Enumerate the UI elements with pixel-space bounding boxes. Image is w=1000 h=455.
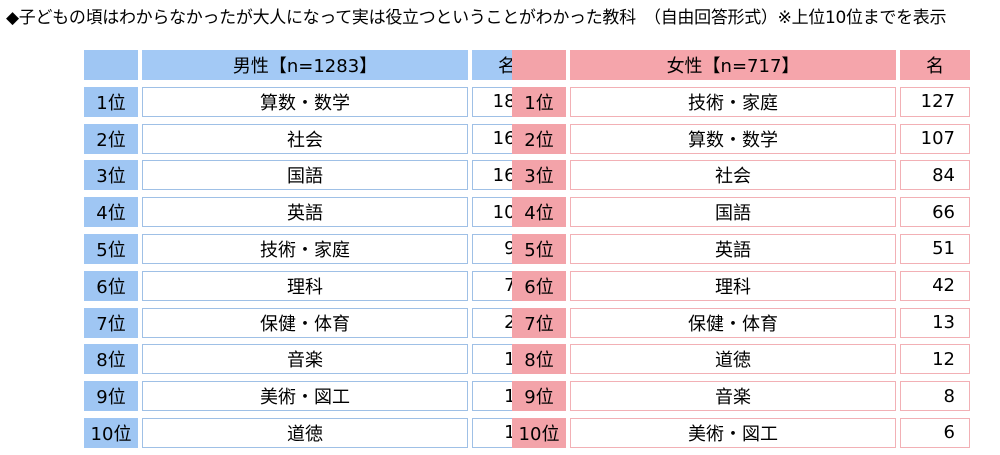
rank-cell: 1位 [84, 86, 138, 117]
subject-cell: 英語 [570, 233, 896, 264]
rank-cell: 6位 [84, 270, 138, 301]
rank-cell: 9位 [512, 381, 566, 412]
subject-cell: 道徳 [142, 417, 468, 448]
rank-cell: 8位 [512, 344, 566, 375]
count-cell: 51 [900, 233, 970, 264]
subject-cell: 英語 [142, 197, 468, 228]
subject-cell: 美術・図工 [570, 417, 896, 448]
subject-cell: 算数・数学 [142, 86, 468, 117]
subject-cell: 社会 [142, 123, 468, 154]
count-cell: 107 [900, 123, 970, 154]
rank-cell: 10位 [512, 417, 566, 448]
rank-cell: 6位 [512, 270, 566, 301]
subject-cell: 音楽 [142, 344, 468, 375]
rank-cell: 4位 [84, 197, 138, 228]
count-cell: 6 [900, 417, 970, 448]
count-cell: 13 [900, 307, 970, 338]
count-cell: 12 [900, 344, 970, 375]
count-cell: 42 [900, 270, 970, 301]
rank-cell: 3位 [512, 160, 566, 191]
rank-cell: 4位 [512, 197, 566, 228]
count-cell: 66 [900, 197, 970, 228]
count-column-header: 名 [900, 50, 970, 80]
subject-cell: 理科 [570, 270, 896, 301]
subject-cell: 国語 [142, 160, 468, 191]
rank-cell: 7位 [512, 307, 566, 338]
rank-cell: 2位 [512, 123, 566, 154]
rank-cell: 10位 [84, 417, 138, 448]
subject-cell: 算数・数学 [570, 123, 896, 154]
rank-cell: 7位 [84, 307, 138, 338]
rank-cell: 3位 [84, 160, 138, 191]
page-title: ◆子どもの頃はわからなかったが大人になって実は役立つということがわかった教科 （… [6, 8, 947, 28]
rank-cell: 8位 [84, 344, 138, 375]
header-corner [512, 50, 566, 80]
subject-cell: 技術・家庭 [570, 86, 896, 117]
subject-cell: 国語 [570, 197, 896, 228]
subject-cell: 美術・図工 [142, 381, 468, 412]
female-group-header: 女性【n=717】 [570, 50, 896, 80]
rank-cell: 1位 [512, 86, 566, 117]
count-cell: 84 [900, 160, 970, 191]
subject-cell: 保健・体育 [570, 307, 896, 338]
rank-cell: 2位 [84, 123, 138, 154]
subject-cell: 道徳 [570, 344, 896, 375]
male-group-header: 男性【n=1283】 [142, 50, 468, 80]
header-corner [84, 50, 138, 80]
rank-cell: 5位 [512, 233, 566, 264]
subject-cell: 音楽 [570, 381, 896, 412]
subject-cell: 技術・家庭 [142, 233, 468, 264]
subject-cell: 保健・体育 [142, 307, 468, 338]
count-cell: 127 [900, 86, 970, 117]
count-cell: 8 [900, 381, 970, 412]
subject-cell: 社会 [570, 160, 896, 191]
subject-cell: 理科 [142, 270, 468, 301]
rank-cell: 9位 [84, 381, 138, 412]
rank-cell: 5位 [84, 233, 138, 264]
